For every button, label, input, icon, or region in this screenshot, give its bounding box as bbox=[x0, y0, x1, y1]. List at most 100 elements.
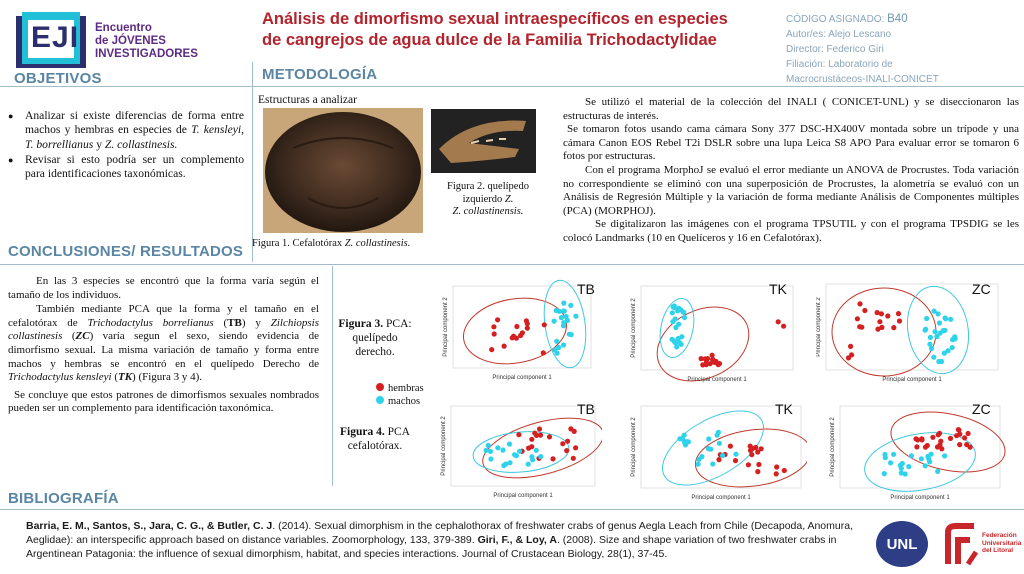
eji-logo-mark bbox=[16, 12, 86, 68]
point-hembra bbox=[709, 352, 715, 358]
x-axis-label: Principal component 1 bbox=[882, 377, 942, 383]
point-hembra bbox=[702, 356, 708, 362]
fu-logo: Federación Universitaria del Litoral bbox=[944, 520, 1021, 570]
point-hembra bbox=[550, 456, 556, 462]
point-macho bbox=[922, 327, 928, 333]
point-hembra bbox=[564, 448, 570, 454]
point-hembra bbox=[919, 436, 925, 442]
objetivos-list: Analizar si existe diferencias de forma … bbox=[8, 109, 244, 182]
point-hembra bbox=[518, 332, 524, 339]
x-axis-label: Principal component 1 bbox=[493, 493, 553, 499]
rule-top bbox=[0, 86, 1024, 87]
point-macho bbox=[674, 344, 680, 350]
point-hembra bbox=[934, 444, 941, 450]
point-hembra bbox=[536, 426, 543, 432]
point-hembra bbox=[732, 458, 739, 464]
cephalothorax-photo bbox=[263, 108, 423, 233]
point-hembra bbox=[895, 311, 902, 317]
point-hembra bbox=[529, 436, 535, 442]
panel-species-tag: TB bbox=[577, 281, 595, 297]
point-macho bbox=[949, 344, 955, 351]
point-macho bbox=[573, 313, 579, 319]
point-hembra bbox=[560, 441, 566, 447]
confidence-ellipse-hembras bbox=[656, 306, 750, 382]
point-macho bbox=[681, 315, 688, 321]
conclusiones-heading: CONCLUSIONES/ RESULTADOS bbox=[8, 243, 244, 260]
point-macho bbox=[681, 432, 687, 438]
point-macho bbox=[507, 460, 513, 466]
fig2-caption: Figura 2. quelípedo izquierdo Z. Z. coll… bbox=[447, 181, 529, 217]
point-macho bbox=[942, 453, 948, 459]
panel-species-tag: ZC bbox=[972, 401, 991, 417]
point-macho bbox=[898, 470, 904, 476]
point-hembra bbox=[524, 325, 530, 331]
point-hembra bbox=[509, 335, 515, 341]
point-macho bbox=[710, 461, 716, 467]
metodo-p2: Se tomaron fotos usando cama cámara Sony… bbox=[563, 123, 1019, 163]
point-macho bbox=[672, 339, 678, 346]
point-macho bbox=[922, 463, 928, 469]
confidence-ellipse-hembras bbox=[831, 287, 937, 377]
point-macho bbox=[533, 447, 539, 453]
point-hembra bbox=[935, 432, 941, 438]
poster-title: Análisis de dimorfismo sexual intraespec… bbox=[262, 9, 762, 51]
point-macho bbox=[675, 335, 681, 342]
point-hembra bbox=[565, 438, 571, 444]
point-hembra bbox=[491, 324, 497, 330]
point-macho bbox=[529, 454, 535, 460]
title-line-1: Análisis de dimorfismo sexual intraespec… bbox=[262, 10, 728, 28]
point-macho bbox=[512, 452, 518, 458]
fu-logo-mark bbox=[945, 523, 979, 566]
objetivos-heading: OBJETIVOS bbox=[14, 70, 102, 87]
concl-p1: En las 3 especies se encontró que la for… bbox=[8, 275, 319, 301]
pca-panel-quelipedo-tk: Principal component 1 Principal component… bbox=[631, 281, 794, 383]
point-hembra bbox=[540, 350, 546, 356]
point-hembra bbox=[875, 326, 881, 332]
point-macho bbox=[561, 300, 567, 306]
point-hembra bbox=[495, 317, 501, 323]
legend-dot-machos bbox=[376, 396, 384, 404]
point-hembra bbox=[956, 427, 962, 433]
point-macho bbox=[927, 334, 933, 340]
metodo-p4: Se digitalizaron las imágenes con el pro… bbox=[563, 218, 1019, 244]
logo-letters: EJI bbox=[31, 21, 80, 54]
point-macho bbox=[525, 461, 531, 467]
point-macho bbox=[506, 441, 513, 447]
x-axis-label: Principal component 1 bbox=[691, 495, 751, 500]
point-macho bbox=[943, 316, 949, 322]
point-macho bbox=[705, 446, 711, 452]
point-hembra bbox=[896, 318, 903, 324]
point-macho bbox=[940, 328, 946, 334]
point-hembra bbox=[700, 362, 706, 368]
point-macho bbox=[906, 464, 912, 470]
pca-panel-cefalotorax-tk: Principal component 1 Principal component… bbox=[631, 401, 807, 500]
y-axis-label: Principal component 2 bbox=[631, 417, 637, 477]
point-macho bbox=[924, 315, 930, 322]
point-hembra bbox=[775, 319, 781, 325]
concl-p2: También mediante PCA que la forma y el t… bbox=[8, 303, 320, 384]
code-value: B40 bbox=[887, 13, 908, 25]
point-hembra bbox=[514, 323, 520, 330]
point-macho bbox=[672, 316, 678, 322]
confidence-ellipse-hembras bbox=[890, 411, 1006, 473]
y-axis-label: Principal component 2 bbox=[631, 298, 637, 358]
point-macho bbox=[500, 447, 506, 453]
point-macho bbox=[538, 454, 544, 460]
point-macho bbox=[936, 358, 942, 365]
confidence-ellipse-machos bbox=[472, 431, 570, 473]
rule-mid bbox=[0, 264, 1024, 265]
point-macho bbox=[888, 460, 894, 466]
point-macho bbox=[483, 447, 489, 453]
fu-line-1: Federación bbox=[982, 532, 1017, 539]
point-hembra bbox=[501, 343, 507, 349]
y-axis-label: Principal component 2 bbox=[830, 417, 836, 477]
legend-dot-hembras bbox=[376, 383, 384, 391]
y-axis-label: Principal component 2 bbox=[816, 297, 822, 357]
confidence-ellipse-hembras bbox=[482, 417, 602, 479]
point-hembra bbox=[698, 356, 704, 362]
panel-species-tag: TB bbox=[577, 401, 595, 417]
confidence-ellipse-machos bbox=[659, 297, 695, 359]
point-hembra bbox=[529, 444, 535, 450]
metodo-p3: Con el programa MorphoJ se evaluó el err… bbox=[563, 163, 1019, 217]
point-hembra bbox=[885, 313, 891, 319]
